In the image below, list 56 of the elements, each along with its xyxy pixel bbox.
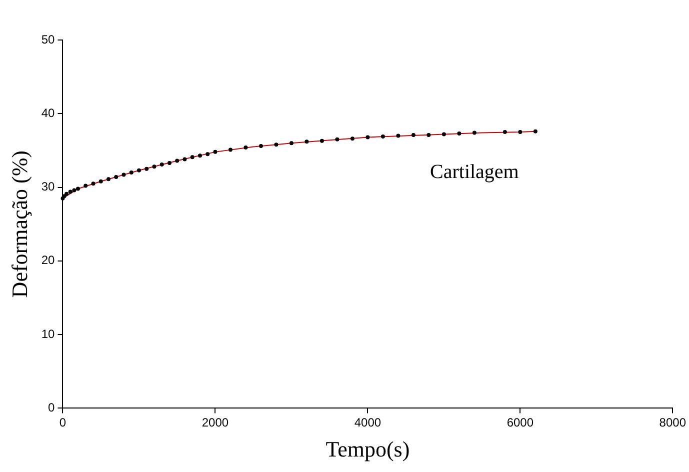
point xyxy=(198,154,202,158)
point xyxy=(76,186,80,191)
point xyxy=(68,190,72,194)
point xyxy=(472,130,476,135)
point xyxy=(320,138,324,143)
point xyxy=(258,144,263,148)
point xyxy=(182,157,187,162)
y-tick-label: 10 xyxy=(41,326,56,341)
point xyxy=(274,142,278,147)
point xyxy=(114,174,118,179)
point xyxy=(366,135,370,140)
point xyxy=(457,132,462,136)
point xyxy=(175,158,180,163)
point xyxy=(380,134,385,138)
y-tick-label: 20 xyxy=(41,253,56,268)
point xyxy=(152,164,156,169)
point xyxy=(160,162,164,166)
y-tick-label: 0 xyxy=(48,400,56,415)
y-tick-label: 40 xyxy=(41,106,56,120)
point xyxy=(206,152,210,156)
x-tick-label: 6000 xyxy=(506,416,534,430)
point xyxy=(84,184,88,188)
point xyxy=(213,150,218,154)
point xyxy=(426,132,431,137)
point xyxy=(190,155,194,160)
point xyxy=(304,140,309,144)
point xyxy=(533,129,538,134)
x-axis-title: Tempo(s) xyxy=(326,436,410,462)
point xyxy=(129,170,134,175)
point xyxy=(244,146,248,150)
x-tick-label: 4000 xyxy=(354,416,382,430)
x-tick-label: 2000 xyxy=(202,416,229,430)
x-tick-label: 0 xyxy=(59,416,66,430)
point xyxy=(289,141,294,146)
y-tick-label: 30 xyxy=(41,180,56,194)
point xyxy=(442,132,446,136)
point xyxy=(502,130,507,134)
point xyxy=(64,192,69,196)
y-axis-title: Deformação (%) xyxy=(6,150,32,298)
x-tick-label: 8000 xyxy=(659,416,686,430)
point xyxy=(228,148,232,152)
point xyxy=(396,134,400,138)
point xyxy=(91,182,96,186)
point xyxy=(136,168,141,172)
point xyxy=(518,130,522,134)
point xyxy=(167,160,172,165)
point xyxy=(335,137,340,142)
point xyxy=(144,166,149,171)
annotation: Cartilagem xyxy=(430,160,520,183)
point xyxy=(106,177,110,182)
point xyxy=(98,179,103,184)
point xyxy=(122,172,126,177)
point xyxy=(411,132,416,137)
point xyxy=(72,188,76,192)
y-tick-label: 50 xyxy=(41,32,56,46)
point xyxy=(350,136,354,141)
